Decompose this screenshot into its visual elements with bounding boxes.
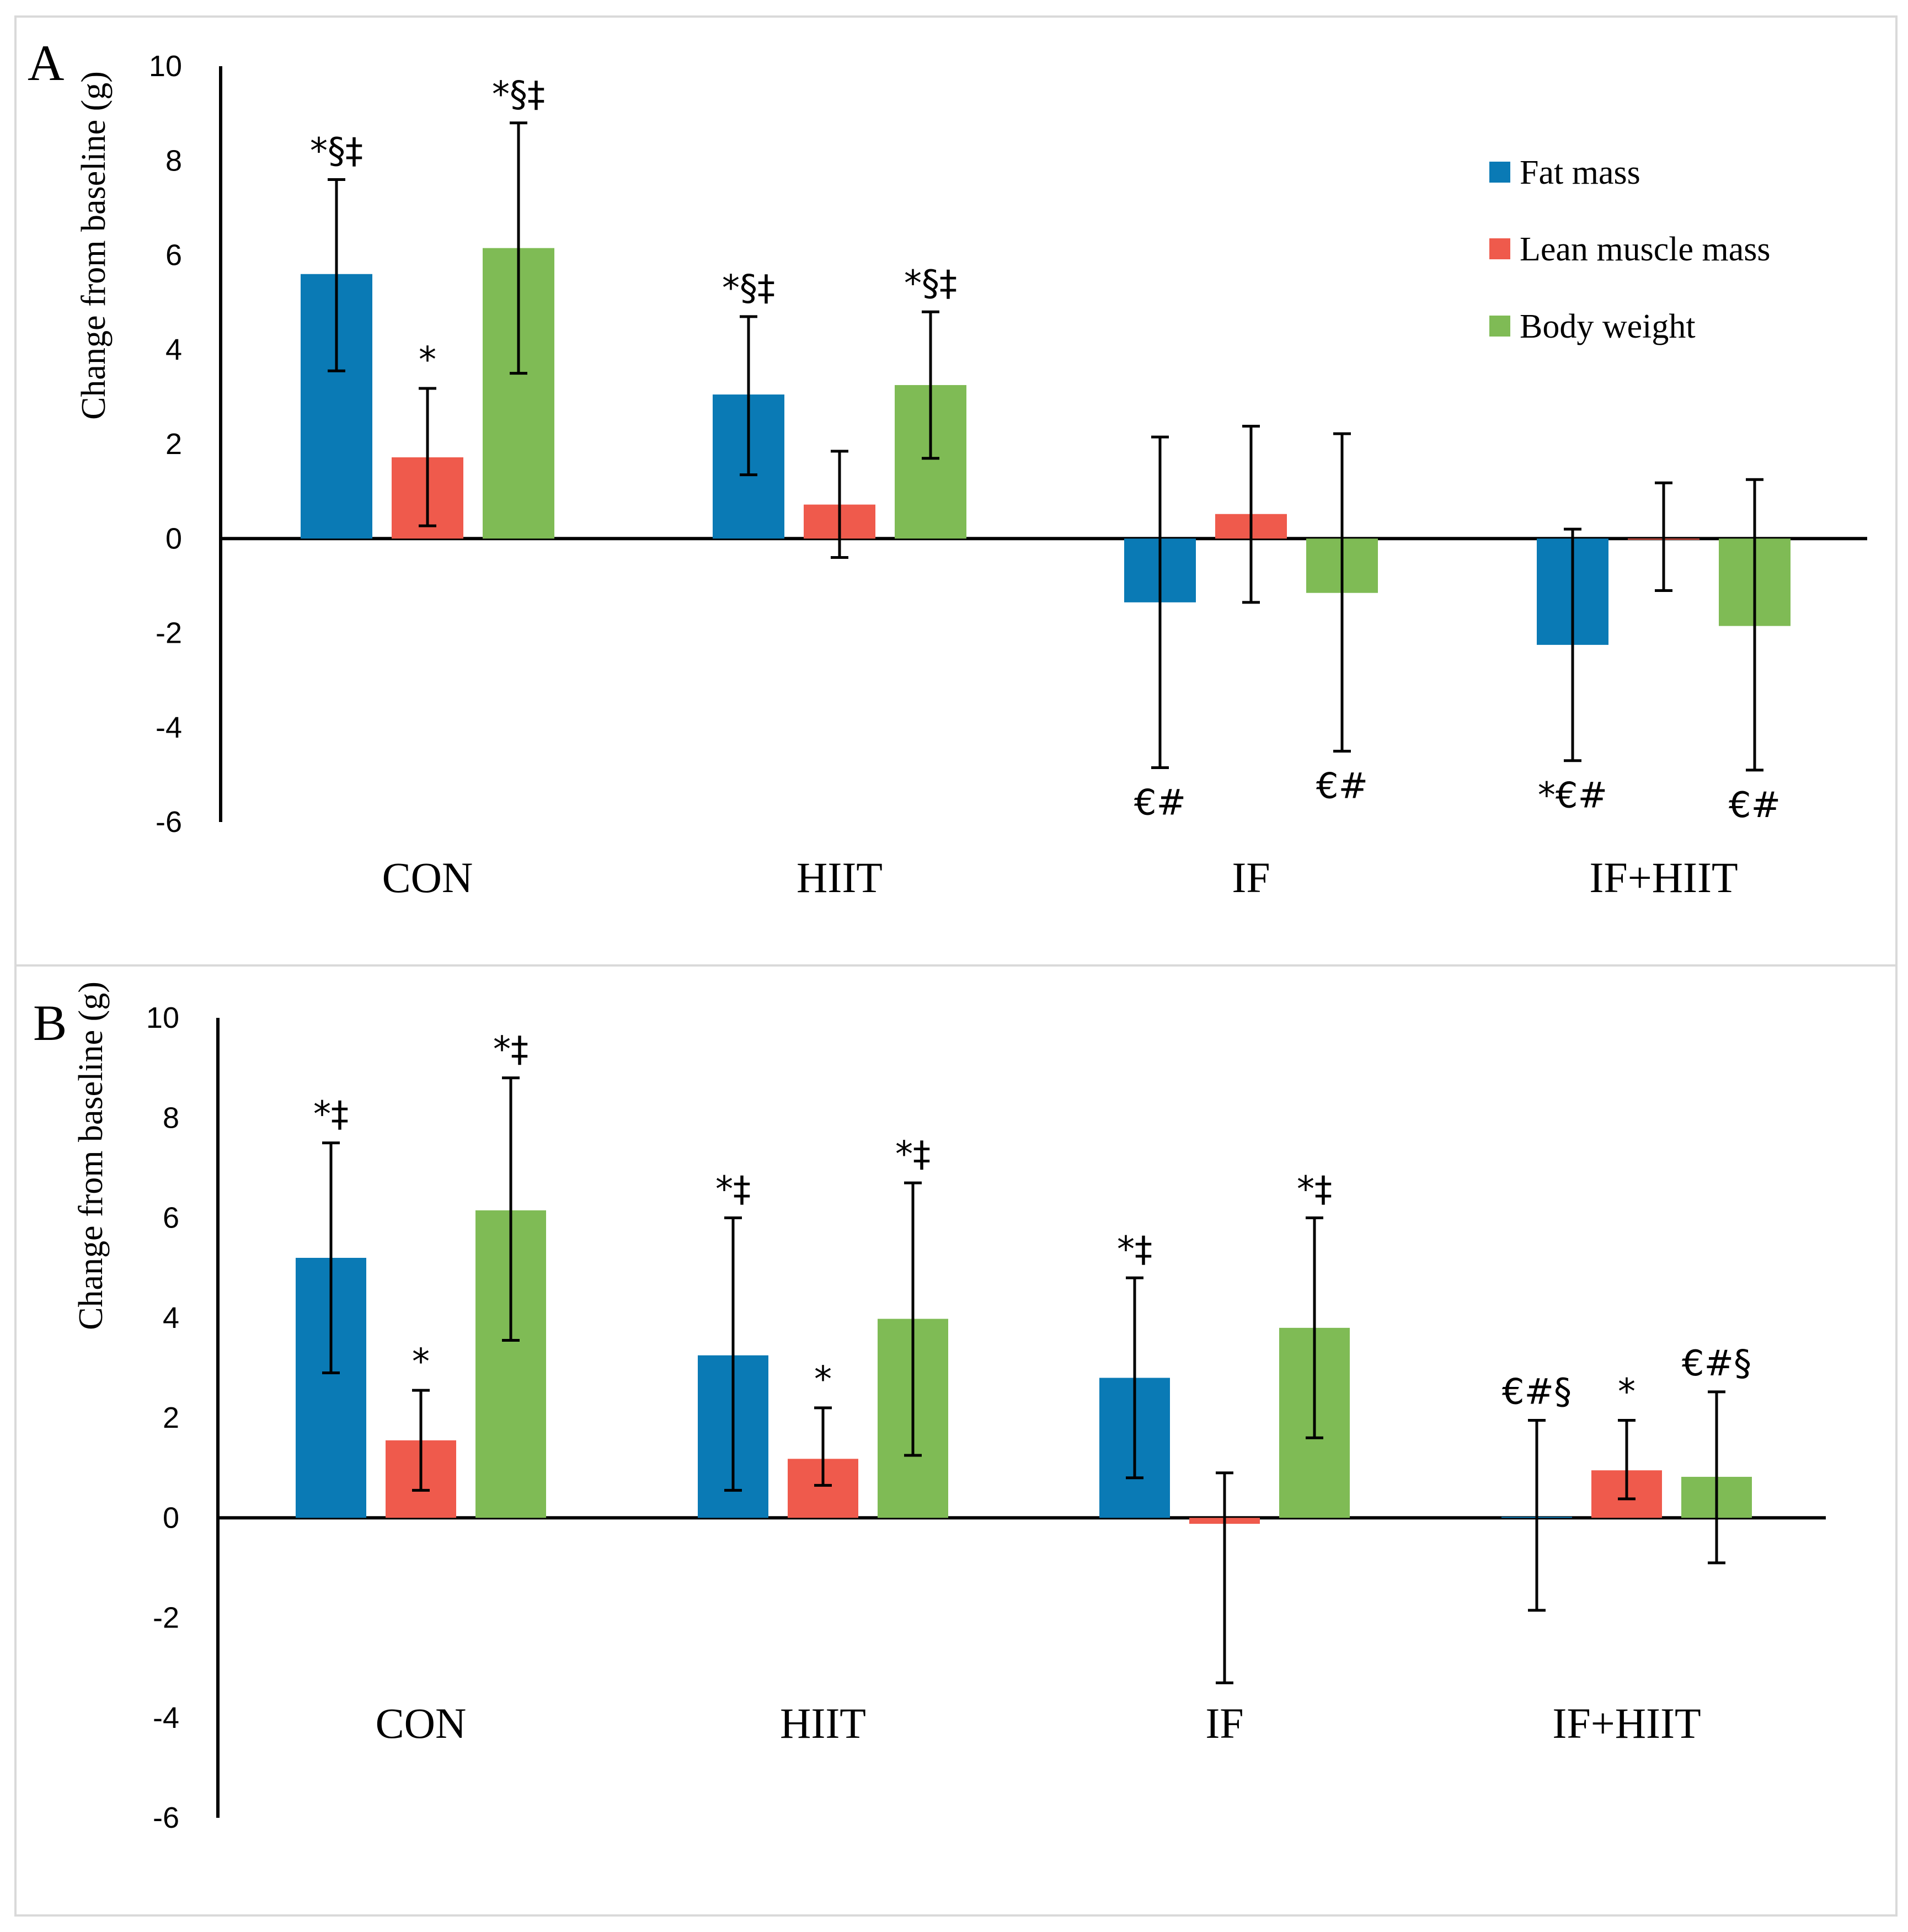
panel-b-chart: 10 8 6 4 2 0 -2 -4 -6 *‡ * *‡ CON *‡ * *‡ HIIT *‡ *‡ IF €#§ *… bbox=[146, 1001, 1826, 1834]
panel-b-error-bar bbox=[1126, 1276, 1143, 1480]
panel-a-y-tick-label: 0 bbox=[165, 522, 182, 555]
panel-a-y-tick-label: 2 bbox=[165, 428, 182, 461]
panel-a-significance-label: €# bbox=[1729, 785, 1781, 826]
panel-a-y-tick-label: -2 bbox=[156, 617, 182, 650]
panel-a-error-bar bbox=[1746, 478, 1763, 772]
legend-swatch-body-weight bbox=[1489, 316, 1510, 337]
panel-a-y-tick-label: 8 bbox=[165, 144, 182, 177]
panel-b-category-label: IF bbox=[1205, 1699, 1243, 1747]
panel-b-significance-label: *‡ bbox=[1117, 1229, 1152, 1270]
panel-a-y-tick-label: 6 bbox=[165, 239, 182, 272]
panel-b-y-tick-label: 0 bbox=[163, 1501, 179, 1534]
panel-a-error-bar bbox=[922, 310, 939, 460]
panel-b-error-bar bbox=[502, 1076, 520, 1342]
panel-b-error-bar bbox=[1618, 1419, 1636, 1501]
panel-a-error-bar bbox=[328, 178, 345, 372]
panel-a-category-label: CON bbox=[382, 853, 473, 901]
panel-a-category-label: IF+HIIT bbox=[1589, 853, 1738, 901]
panel-a-error-bar bbox=[1655, 481, 1672, 592]
panel-a-y-tick-label: 4 bbox=[165, 333, 182, 366]
panel-a-y-tick-label: -4 bbox=[156, 711, 182, 744]
panel-a-significance-label: * bbox=[419, 340, 436, 381]
panel-b-error-bar bbox=[1216, 1471, 1233, 1684]
panel-a-significance-label: *§‡ bbox=[904, 263, 957, 304]
legend-swatch-lean-muscle-mass bbox=[1489, 238, 1510, 259]
panel-b-significance-label: €#§ bbox=[1502, 1372, 1572, 1413]
panel-a-error-bar bbox=[831, 450, 848, 559]
panel-b-significance-label: €#§ bbox=[1682, 1343, 1751, 1384]
panel-b-letter: B bbox=[33, 995, 67, 1051]
panel-a-error-bar bbox=[1564, 527, 1581, 762]
panel-b-y-tick-label: -2 bbox=[153, 1602, 179, 1635]
panel-a-error-bar bbox=[419, 387, 436, 527]
legend: Fat mass Lean muscle mass Body weight bbox=[1489, 154, 1771, 345]
panel-a-y-tick-label: 10 bbox=[149, 50, 182, 83]
panel-b-error-bar bbox=[904, 1181, 922, 1457]
panel-b-y-tick-label: 6 bbox=[163, 1202, 179, 1235]
panel-a-letter: A bbox=[28, 35, 64, 91]
panel-a-chart: 10 8 6 4 2 0 -2 -4 -6 *§‡ * *§‡ CON *§‡ *§‡ HIIT €# €# IF *… bbox=[149, 50, 1867, 901]
panel-a-significance-label: *§‡ bbox=[310, 131, 363, 172]
legend-label-body-weight: Body weight bbox=[1520, 308, 1696, 345]
panel-b-y-tick-label: 2 bbox=[163, 1401, 179, 1434]
panel-b-significance-label: *‡ bbox=[895, 1134, 931, 1175]
panel-b-y-axis-label: Change from baseline (g) bbox=[72, 981, 110, 1330]
panel-b-y-tick-label: 4 bbox=[163, 1301, 179, 1335]
panel-a-category-label: IF bbox=[1232, 853, 1270, 901]
panel-b-category-label: HIIT bbox=[780, 1699, 866, 1747]
panel-b-error-bar bbox=[724, 1216, 742, 1492]
panel-a-significance-label: €# bbox=[1134, 783, 1186, 824]
panel-b-significance-label: * bbox=[412, 1342, 430, 1383]
panel-b-error-bar bbox=[322, 1141, 340, 1374]
panel-b-category-label: CON bbox=[376, 1699, 467, 1747]
panel-b-error-bar bbox=[1528, 1419, 1546, 1612]
panel-b-y-tick-label: 10 bbox=[146, 1001, 179, 1034]
panel-b-y-tick-label: 8 bbox=[163, 1101, 179, 1134]
panel-b-significance-label: *‡ bbox=[1297, 1170, 1332, 1210]
panel-a-error-bar bbox=[1151, 435, 1169, 770]
panel-a-error-bar bbox=[740, 315, 757, 477]
panel-a-significance-label: *§‡ bbox=[722, 268, 775, 309]
panel-b-error-bar bbox=[412, 1389, 430, 1492]
panel-b-category-label: IF+HIIT bbox=[1552, 1699, 1701, 1747]
panel-b-significance-label: *‡ bbox=[715, 1170, 751, 1210]
panel-b-error-bar bbox=[814, 1406, 832, 1487]
panel-a-significance-label: €# bbox=[1316, 766, 1368, 807]
panel-a-error-bar bbox=[510, 121, 527, 375]
panel-b-error-bar bbox=[1306, 1216, 1323, 1439]
panel-a-significance-label: *§‡ bbox=[492, 74, 545, 115]
panel-a-significance-label: *€# bbox=[1538, 776, 1607, 816]
panel-b-significance-label: * bbox=[814, 1359, 832, 1400]
panel-b-y-tick-label: -6 bbox=[153, 1801, 179, 1834]
panel-b-significance-label: *‡ bbox=[493, 1029, 528, 1070]
panel-b-significance-label: * bbox=[1618, 1372, 1636, 1413]
panel-a-error-bar bbox=[1333, 432, 1351, 753]
legend-label-lean-muscle-mass: Lean muscle mass bbox=[1520, 231, 1771, 268]
panel-b-error-bar bbox=[1708, 1390, 1725, 1565]
panel-b-significance-label: *‡ bbox=[313, 1095, 349, 1135]
panel-a-category-label: HIIT bbox=[797, 853, 883, 901]
legend-label-fat-mass: Fat mass bbox=[1520, 154, 1640, 191]
panel-b-y-tick-label: -4 bbox=[153, 1701, 179, 1734]
legend-swatch-fat-mass bbox=[1489, 162, 1510, 183]
panel-a-y-axis-label: Change from baseline (g) bbox=[75, 71, 113, 420]
panel-a-y-tick-label: -6 bbox=[156, 805, 182, 839]
panel-a-error-bar bbox=[1242, 424, 1260, 604]
